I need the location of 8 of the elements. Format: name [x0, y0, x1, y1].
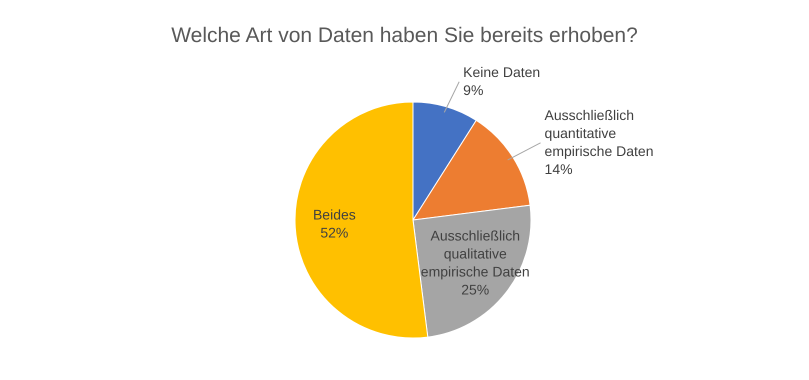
slice-label: Beides — [312, 206, 356, 222]
data-label: 52% — [320, 224, 348, 240]
chart-title: Welche Art von Daten haben Sie bereits erhoben? — [171, 24, 638, 47]
slice-label: Keine Daten — [463, 63, 540, 80]
data-label: 9% — [463, 81, 484, 98]
data-label: 14% — [544, 160, 573, 177]
slice-label: Ausschließlich quantitative empirische Daten — [544, 106, 654, 159]
data-label: 25% — [461, 281, 490, 298]
